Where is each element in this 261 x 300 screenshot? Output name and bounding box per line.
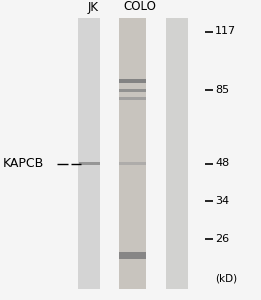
Text: (kD): (kD) — [215, 274, 238, 284]
Text: 117: 117 — [215, 26, 236, 37]
Text: JK: JK — [87, 1, 98, 13]
Text: 48: 48 — [215, 158, 230, 169]
Text: 26: 26 — [215, 233, 229, 244]
Bar — [119, 97, 146, 100]
Bar — [119, 79, 146, 83]
Text: COLO: COLO — [123, 1, 156, 13]
Text: 85: 85 — [215, 85, 229, 95]
Bar — [78, 18, 100, 289]
Bar — [79, 161, 100, 165]
Bar — [119, 162, 146, 165]
Bar — [119, 18, 146, 289]
Text: 34: 34 — [215, 196, 229, 206]
Text: KAPCB: KAPCB — [3, 157, 44, 170]
Bar — [119, 88, 146, 92]
Bar — [119, 252, 146, 259]
Bar — [166, 18, 188, 289]
